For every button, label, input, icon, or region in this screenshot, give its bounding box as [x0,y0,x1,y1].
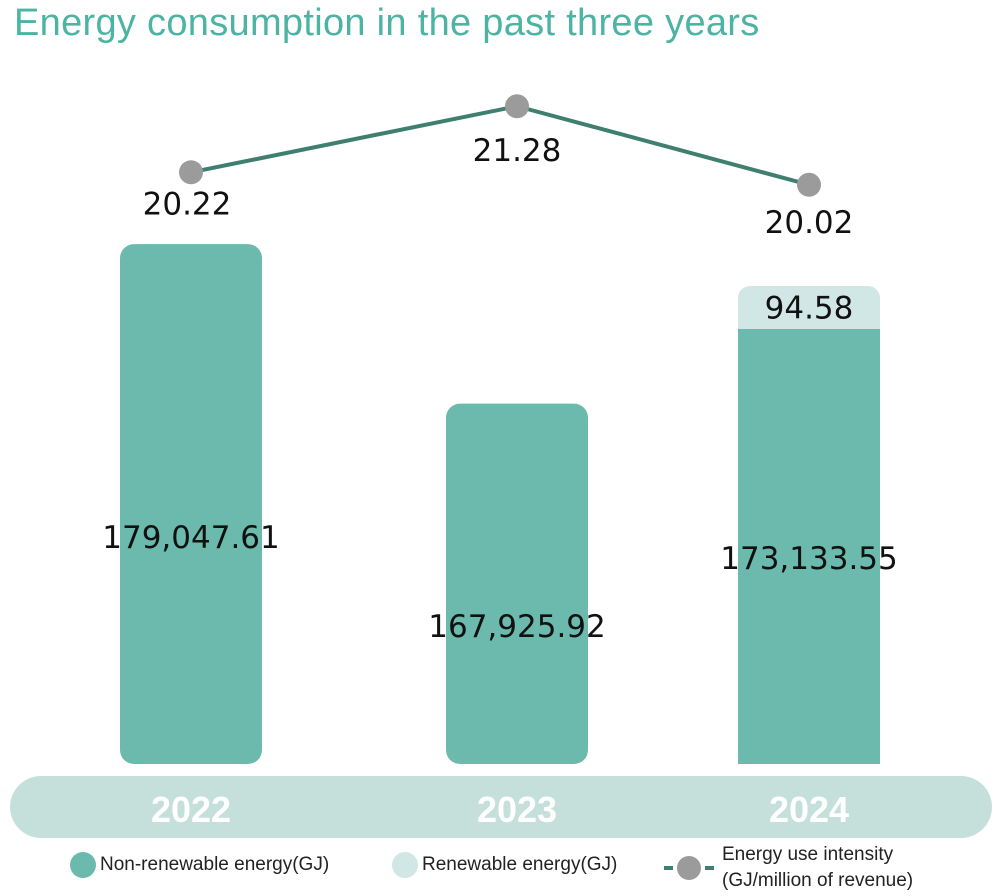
bar-non-renewable-bottom-2024 [738,740,880,764]
intensity-marker-2022 [179,160,203,185]
x-tick-label-2022: 2022 [151,789,231,830]
intensity-label-2024: 20.02 [765,205,854,241]
legend-swatch-intensity [664,856,714,880]
legend: Non-renewable energy(GJ) Renewable energ… [0,842,999,896]
x-tick-label-2023: 2023 [477,789,557,830]
chart-canvas: 179,047.61 2022 167,925.92 2023 94.58 173,133… [10,94,992,838]
bar-label-renewable-2024: 94.58 [765,290,854,326]
legend-item-non-renewable: Non-renewable energy(GJ) [70,852,329,878]
legend-item-intensity: Energy use intensity (GJ/million of reve… [664,842,913,894]
bar-non-renewable-2022 [120,244,262,765]
legend-item-renewable: Renewable energy(GJ) [392,852,617,878]
intensity-label-2022: 20.22 [143,186,232,222]
legend-label-intensity-line2: (GJ/million of revenue) [722,870,914,891]
bar-non-renewable-2024 [738,328,880,764]
intensity-marker-2023 [505,94,529,119]
legend-label-intensity: Energy use intensity (GJ/million of reve… [722,842,913,894]
legend-label-intensity-line1: Energy use intensity [722,844,894,865]
legend-dash-right [705,866,714,870]
legend-label-non-renewable: Non-renewable energy(GJ) [100,854,330,875]
intensity-label-2023: 21.28 [473,133,562,169]
x-tick-label-2024: 2024 [769,789,849,830]
legend-swatch-non-renewable [70,852,96,878]
intensity-marker-2024 [797,172,821,197]
legend-swatch-renewable [392,852,418,878]
x-axis-band [10,776,992,838]
chart-title: Energy consumption in the past three yea… [14,2,760,44]
bar-label-non-renewable-2024: 173,133.55 [720,541,898,577]
bar-label-non-renewable-2022: 179,047.61 [102,520,280,556]
bar-label-non-renewable-2023: 167,925.92 [428,609,606,645]
legend-marker-icon [677,856,701,880]
legend-dash-left [664,866,673,870]
bar-non-renewable-2023 [446,403,588,764]
legend-label-renewable: Renewable energy(GJ) [422,854,618,875]
